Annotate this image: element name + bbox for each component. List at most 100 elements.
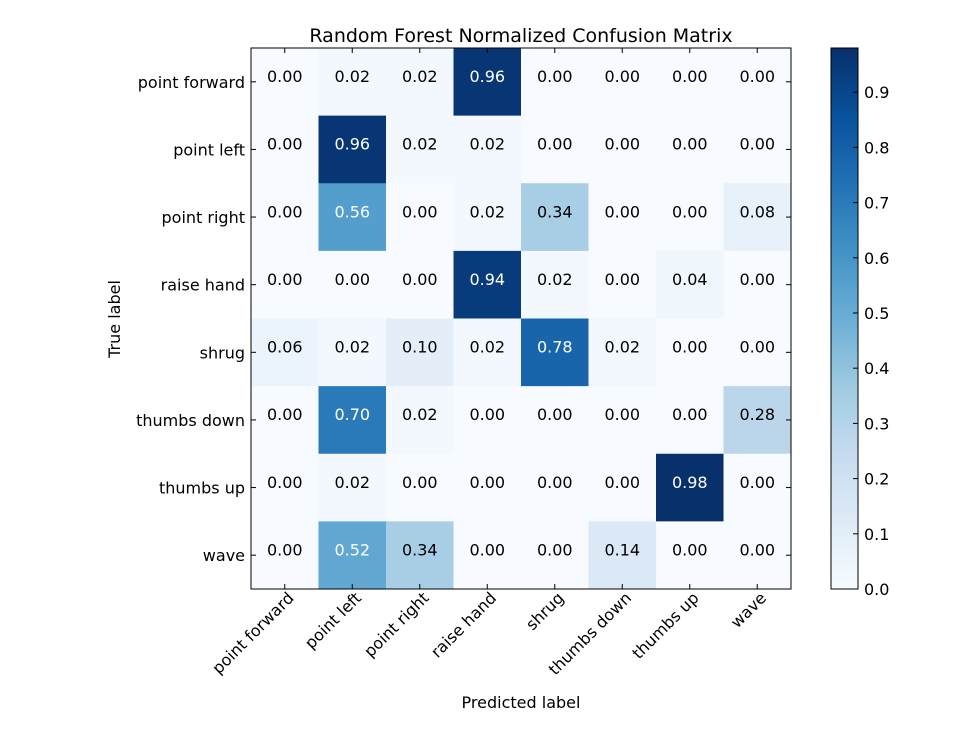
x-tick-label: thumbs up [628,588,702,662]
heatmap-cell [656,318,724,387]
heatmap-cell [251,115,319,184]
cell-value-label: 0.00 [604,202,640,221]
colorbar-tick-label: 0.5 [864,304,889,323]
heatmap-cell [318,521,387,590]
y-tick-label: point left [173,140,245,159]
cell-value-label: 0.02 [469,202,505,221]
heatmap-cell [723,115,792,184]
heatmap-cell [656,386,724,455]
cell-value-label: 0.00 [469,540,505,559]
heatmap-cell [723,521,792,590]
cell-value-label: 0.08 [739,202,775,221]
cell-value-label: 0.02 [469,135,505,154]
heatmap-cell [723,453,792,522]
heatmap-cell [318,386,387,455]
cell-value-label: 0.00 [739,67,775,86]
cell-value-label: 0.00 [334,270,370,289]
heatmap-cell [656,183,724,252]
cell-value-label: 0.00 [537,473,573,492]
cell-value-label: 0.00 [739,270,775,289]
cell-value-label: 0.00 [537,540,573,559]
y-tick-label: point right [162,208,245,227]
cell-value-label: 0.10 [402,338,438,357]
heatmap-cell [453,115,522,184]
heatmap-cell [386,453,454,522]
cell-value-label: 0.00 [604,473,640,492]
heatmap-cell [521,453,589,522]
heatmap-cells [251,48,792,590]
heatmap-cell [453,250,522,319]
heatmap-cell [521,250,589,319]
cell-value-label: 0.00 [267,67,303,86]
cell-value-label: 0.00 [672,67,708,86]
heatmap-cell [251,521,319,590]
cell-value-label: 0.00 [402,270,438,289]
heatmap-cell [318,453,387,522]
y-tick-label: point forward [138,73,245,92]
x-tick-label: point right [360,588,432,660]
heatmap-cell [386,318,454,387]
heatmap-cell [723,183,792,252]
matrix-ticks [251,48,791,589]
heatmap-cell [453,521,522,590]
colorbar-tick-label: 0.8 [864,138,889,157]
cell-value-label: 0.02 [402,135,438,154]
cell-value-label: 0.00 [739,135,775,154]
heatmap-cell [521,48,589,117]
heatmap-cell [386,115,454,184]
cell-value-label: 0.00 [537,67,573,86]
heatmap-cell [588,250,657,319]
cell-value-label: 0.00 [672,338,708,357]
heatmap-cell [251,250,319,319]
heatmap-cell [656,115,724,184]
cell-value-label: 0.00 [739,540,775,559]
colorbar-gradient [830,47,859,590]
cell-value-label: 0.00 [672,135,708,154]
cell-value-label: 0.14 [604,540,640,559]
x-tick-label: point left [301,588,365,652]
cell-value-labels: 0.00 0.02 0.02 0.96 0.00 0.00 0.00 0.00 0.00 0.96… [267,67,775,559]
heatmap-cell [521,318,589,387]
cell-value-label: 0.56 [334,202,370,221]
cell-value-label: 0.00 [672,405,708,424]
cell-value-label: 0.94 [469,270,505,289]
cell-value-label: 0.02 [537,270,573,289]
cell-value-label: 0.02 [402,405,438,424]
heatmap-cell [453,453,522,522]
cell-value-label: 0.00 [604,135,640,154]
colorbar-tick-label: 0.4 [864,359,889,378]
heatmap-cell [521,183,589,252]
heatmap-cell [588,48,657,117]
y-axis-label: True label [105,280,124,359]
colorbar-tick-label: 0.7 [864,194,889,213]
x-tick-label: point forward [208,588,297,677]
cell-value-label: 0.00 [267,405,303,424]
colorbar: 0.0 0.1 0.2 0.3 0.4 0.5 0.6 0.7 0.8 0.9 [830,47,889,599]
heatmap-cell [318,183,387,252]
cell-value-label: 0.52 [334,540,370,559]
heatmap-cell [656,48,724,117]
heatmap-cell [251,453,319,522]
heatmap-cell [251,183,319,252]
heatmap-cell [723,250,792,319]
y-tick-label: thumbs down [136,411,245,430]
heatmap-cell [588,386,657,455]
heatmap-cell [386,386,454,455]
cell-value-label: 0.00 [537,135,573,154]
cell-value-label: 0.00 [672,540,708,559]
cell-value-label: 0.34 [402,540,438,559]
y-tick-label: raise hand [161,276,245,295]
cell-value-label: 0.00 [402,473,438,492]
chart-title: Random Forest Normalized Confusion Matri… [309,25,732,47]
y-tick-label: shrug [200,343,245,362]
heatmap-cell [588,453,657,522]
cell-value-label: 0.00 [604,270,640,289]
cell-value-label: 0.28 [739,405,775,424]
cell-value-label: 0.98 [672,473,708,492]
cell-value-label: 0.02 [334,338,370,357]
heatmap-cell [318,250,387,319]
cell-value-label: 0.02 [402,67,438,86]
cell-value-label: 0.96 [469,67,505,86]
